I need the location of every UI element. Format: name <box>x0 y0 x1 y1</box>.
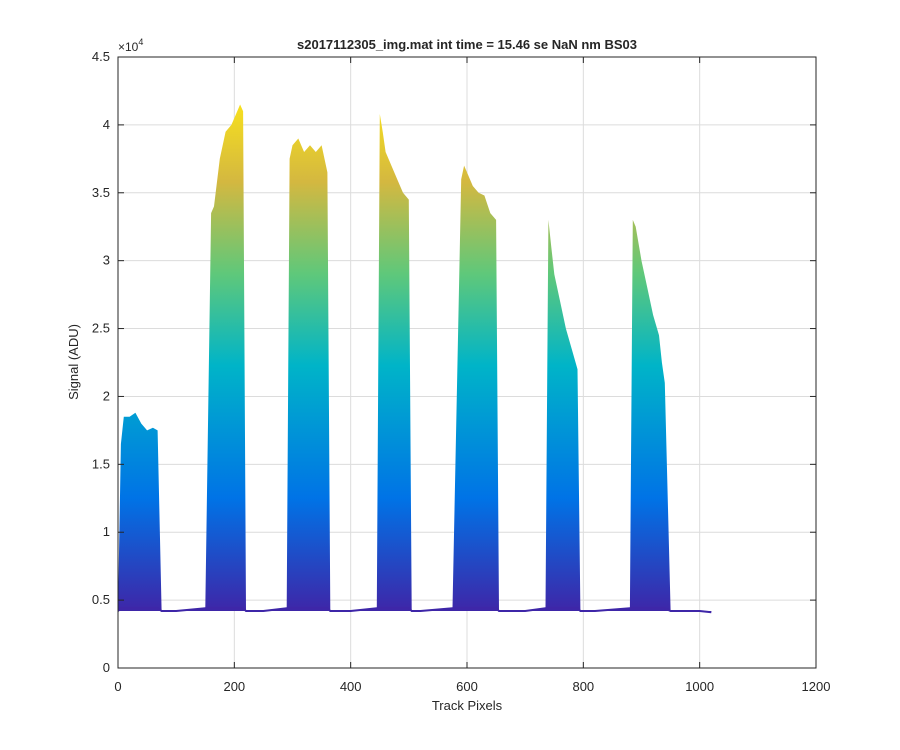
y-tick-label: 2.5 <box>92 321 110 336</box>
signal-area <box>118 104 712 613</box>
y-tick-label: 1 <box>103 524 110 539</box>
x-tick-label: 600 <box>456 679 478 694</box>
x-tick-label: 200 <box>223 679 245 694</box>
series-area-group <box>118 104 712 614</box>
x-tick-label: 800 <box>572 679 594 694</box>
y-axis-ticks: 0 0.5 1 1.5 2 2.5 3 3.5 4 4.5 <box>92 49 816 675</box>
chart-title: s2017112305_img.mat int time = 15.46 se … <box>297 37 637 52</box>
y-tick-label: 4 <box>103 117 110 132</box>
y-tick-label: 3.5 <box>92 185 110 200</box>
x-tick-label: 1200 <box>802 679 831 694</box>
y-axis-exponent-base: ×10 <box>118 40 139 54</box>
y-axis-label: Signal (ADU) <box>66 324 81 400</box>
y-axis-exponent: ×104 <box>118 37 143 54</box>
x-tick-label: 400 <box>340 679 362 694</box>
y-tick-label: 3 <box>103 253 110 268</box>
baseline-line <box>118 607 712 614</box>
y-tick-label: 4.5 <box>92 49 110 64</box>
y-axis-exponent-power: 4 <box>138 37 143 47</box>
y-tick-label: 0 <box>103 660 110 675</box>
y-tick-label: 1.5 <box>92 456 110 471</box>
y-tick-label: 0.5 <box>92 592 110 607</box>
y-tick-label: 2 <box>103 388 110 403</box>
x-tick-label: 0 <box>114 679 121 694</box>
x-tick-label: 1000 <box>685 679 714 694</box>
x-axis-label: Track Pixels <box>432 698 503 713</box>
x-axis-ticks: 0 200 400 600 800 1000 1200 <box>114 57 830 694</box>
